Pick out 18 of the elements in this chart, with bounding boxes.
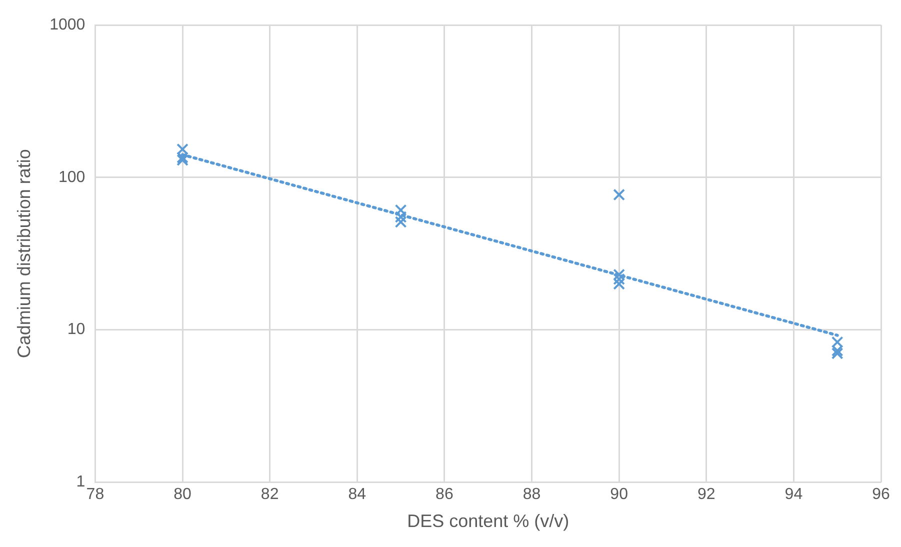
y-tick-label: 1 [76, 474, 86, 491]
y-tick-label: 1000 [50, 16, 86, 34]
x-tick-label: 90 [610, 486, 628, 504]
y-axis-title: Cadmium distribution ratio [14, 149, 34, 358]
x-tick-label: 92 [697, 486, 716, 504]
x-tick-label: 78 [86, 486, 104, 504]
x-tick-label: 80 [174, 486, 192, 504]
x-tick-label: 84 [348, 486, 366, 504]
y-tick-label: 100 [58, 168, 86, 186]
x-tick-label: 86 [436, 486, 454, 504]
y-tick-label: 10 [67, 321, 86, 338]
x-tick-label: 96 [872, 486, 890, 504]
point [613, 273, 626, 286]
point [613, 188, 626, 201]
x-axis-title: DES content % (v/v) [407, 511, 570, 532]
x-tick-label: 88 [522, 486, 541, 504]
x-tick-label: 94 [784, 486, 803, 504]
x-tick-label: 82 [260, 486, 279, 504]
